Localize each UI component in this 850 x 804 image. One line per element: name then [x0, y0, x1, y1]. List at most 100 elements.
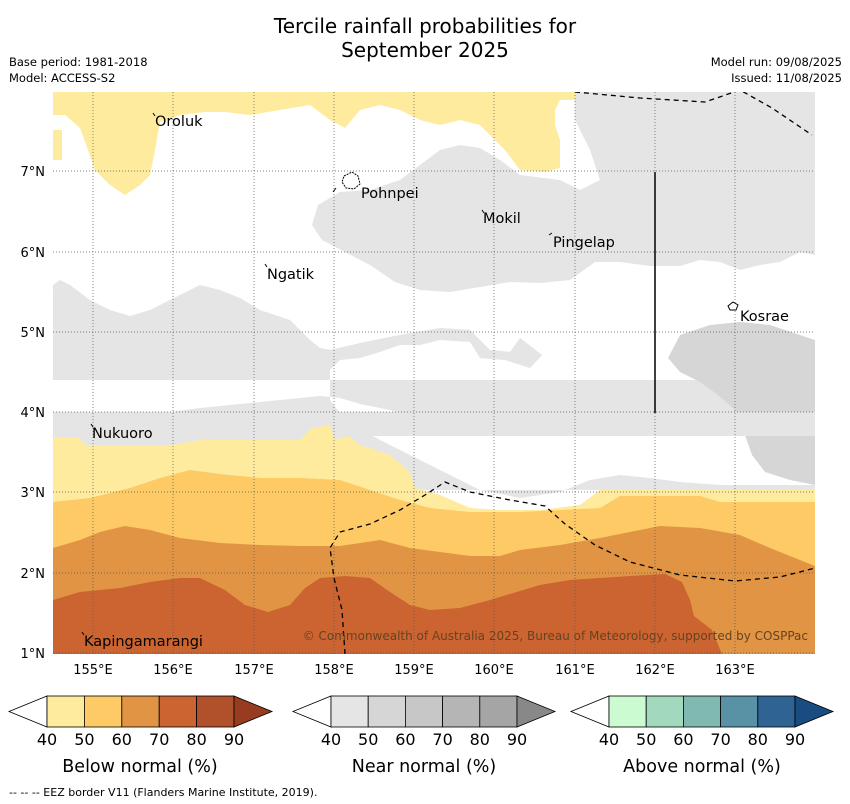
lon-tick-161: 161°E	[555, 663, 595, 678]
colorbar-tick-label: 60	[112, 730, 132, 749]
below-normal-west-sliver	[53, 130, 62, 160]
colorbar-tick-label: 40	[599, 730, 619, 749]
lon-tick-155: 155°E	[73, 663, 113, 678]
colorbar-segment	[196, 695, 235, 728]
colorbar-extend-low	[7, 695, 48, 728]
issued-date: Issued: 11/08/2025	[731, 71, 842, 85]
colorbar-segment	[330, 695, 369, 728]
place-label-nukuoro: Nukuoro	[92, 426, 153, 442]
model-name: Model: ACCESS-S2	[9, 71, 116, 85]
colorbar-segment	[121, 695, 160, 728]
colorbar-tick-label: 90	[224, 730, 244, 749]
lat-tick-5: 5°N	[21, 326, 46, 341]
colorbar-extend-low	[569, 695, 610, 728]
map-title: Tercile rainfall probabilities for Septe…	[0, 14, 850, 62]
probability-fields	[53, 92, 815, 654]
title-line-1: Tercile rainfall probabilities for	[273, 14, 577, 38]
colorbar-tick-label: 70	[432, 730, 452, 749]
pohnpei-outline-mark	[332, 187, 337, 193]
lon-tick-159: 159°E	[394, 663, 434, 678]
colorbar-segment	[46, 695, 85, 728]
colorbar-segment	[645, 695, 684, 728]
nukuoro-mark	[90, 423, 94, 428]
near-normal-region	[53, 280, 542, 368]
below-normal-70	[53, 574, 722, 654]
colorbar-extend-low	[291, 695, 332, 728]
colorbar-tick-label: 90	[785, 730, 805, 749]
colorbar-segment	[442, 695, 481, 728]
colorbar-segment	[683, 695, 722, 728]
kosrae-island	[727, 301, 739, 311]
colorbar-tick-label: 60	[673, 730, 693, 749]
place-labels: Oroluk Pohnpei Mokil Pingelap Ngatik Kos…	[84, 114, 789, 650]
colorbar-tick-label: 50	[74, 730, 94, 749]
colorbar-segment	[479, 695, 518, 728]
place-label-ngatik: Ngatik	[267, 267, 315, 283]
lon-tick-162: 162°E	[635, 663, 675, 678]
colorbar-tick-label: 90	[507, 730, 527, 749]
colorbar-extend-high	[516, 695, 557, 728]
model-run: Model run: 09/08/2025	[710, 55, 842, 69]
colorbar-tick-label: 80	[470, 730, 490, 749]
place-label-pohnpei: Pohnpei	[361, 186, 419, 202]
place-label-oroluk: Oroluk	[155, 114, 203, 130]
lat-tick-1: 1°N	[21, 647, 46, 662]
colorbar-tick-label: 60	[395, 730, 415, 749]
kapingamarangi-mark	[81, 631, 85, 636]
lat-tick-labels: 1°N 2°N 3°N 4°N 5°N 6°N 7°N	[21, 165, 46, 662]
lat-tick-3: 3°N	[21, 486, 46, 501]
near-normal-darker-patch	[668, 322, 815, 485]
colorbar-segment	[158, 695, 197, 728]
colorbar-tick-label: 50	[358, 730, 378, 749]
place-label-kapingamarangi: Kapingamarangi	[84, 634, 203, 650]
colorbar-title: Near normal (%)	[352, 757, 497, 777]
colorbar-segment	[404, 695, 443, 728]
meta-right: Model run: 09/08/2025 Issued: 11/08/2025	[711, 54, 842, 86]
pingelap-mark	[548, 232, 553, 236]
near-normal-band	[53, 412, 815, 436]
mokil-mark	[481, 209, 485, 214]
lat-tick-7: 7°N	[21, 165, 46, 180]
lon-tick-labels: 155°E 156°E 157°E 158°E 159°E 160°E 161°…	[73, 663, 755, 678]
colorbar-title: Above normal (%)	[623, 757, 781, 777]
colorbar-segment	[367, 695, 406, 728]
colorbar-tick-label: 70	[710, 730, 730, 749]
colorbar-segment	[608, 695, 647, 728]
base-period: Base period: 1981-2018	[9, 55, 148, 69]
lon-tick-156: 156°E	[153, 663, 193, 678]
lon-tick-158: 158°E	[314, 663, 354, 678]
lon-tick-157: 157°E	[234, 663, 274, 678]
colorbar-tick-label: 70	[149, 730, 169, 749]
colorbar-tick-label: 40	[37, 730, 57, 749]
copyright-notice: © Commonwealth of Australia 2025, Bureau…	[303, 629, 808, 643]
colorbar-extend-high	[233, 695, 274, 728]
colorbar-tick-label: 80	[186, 730, 206, 749]
colorbar-title: Below normal (%)	[62, 757, 217, 777]
colorbar-tick-label: 50	[636, 730, 656, 749]
place-label-pingelap: Pingelap	[553, 235, 615, 251]
colorbar-segment	[757, 695, 796, 728]
lat-tick-2: 2°N	[21, 567, 46, 582]
place-label-mokil: Mokil	[483, 211, 521, 227]
title-line-2: September 2025	[341, 38, 509, 62]
pohnpei-island	[341, 171, 361, 190]
eez-borders	[329, 92, 815, 654]
colorbar-near-normal: 40 50 60 70 80 90 Near normal (%)	[291, 695, 557, 777]
lat-tick-6: 6°N	[21, 246, 46, 261]
eez-footnote: -- -- -- EEZ border V11 (Flanders Marine…	[9, 786, 318, 799]
lon-tick-160: 160°E	[474, 663, 514, 678]
lat-tick-4: 4°N	[21, 406, 46, 421]
near-normal-region-main	[53, 92, 815, 498]
lon-tick-163: 163°E	[715, 663, 755, 678]
meta-left: Base period: 1981-2018 Model: ACCESS-S2	[9, 54, 148, 86]
colorbar-tick-label: 40	[321, 730, 341, 749]
place-label-kosrae: Kosrae	[740, 309, 789, 325]
colorbar-below-normal: 40 50 60 70 80 90 Below normal (%)	[7, 695, 274, 777]
oroluk-mark	[152, 112, 156, 117]
ngatik-mark	[264, 263, 268, 268]
colorbar-tick-label: 80	[748, 730, 768, 749]
below-normal-north	[53, 92, 575, 195]
colorbar-segment	[720, 695, 759, 728]
